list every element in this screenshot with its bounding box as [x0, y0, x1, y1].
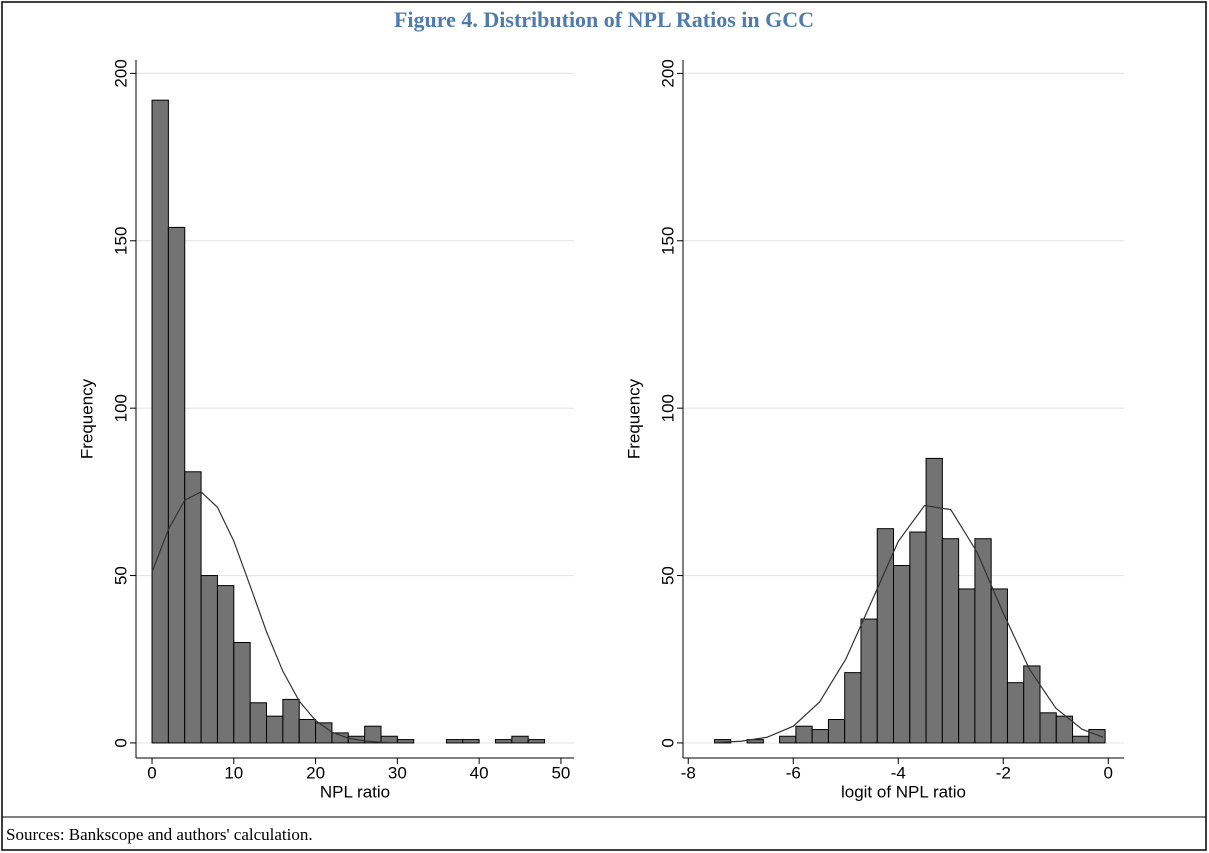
bar — [1023, 665, 1041, 744]
y-axis-title: Frequency — [77, 378, 96, 459]
y-tick-label: 150 — [658, 227, 677, 255]
bar — [1055, 715, 1074, 744]
bar — [249, 702, 268, 744]
bar — [909, 531, 927, 744]
source-note: Sources: Bankscope and authors' calculat… — [6, 825, 313, 844]
bar — [1072, 735, 1090, 744]
bar — [527, 739, 546, 744]
bar — [958, 588, 976, 744]
bar — [216, 585, 235, 744]
bar — [1088, 729, 1106, 744]
bar — [462, 739, 480, 744]
figure-title: Figure 4. Distribution of NPL Ratios in … — [394, 7, 814, 32]
bar — [364, 725, 382, 744]
bar — [167, 226, 186, 744]
bar — [233, 642, 251, 744]
x-tick-label: 0 — [147, 763, 156, 782]
bar — [1006, 682, 1025, 744]
y-tick-label: 50 — [658, 566, 677, 585]
bar — [511, 735, 529, 744]
y-tick-label: 50 — [111, 566, 130, 585]
x-tick-label: 30 — [388, 763, 407, 782]
bar — [827, 719, 846, 744]
y-tick-label: 100 — [658, 394, 677, 422]
normal-curve — [151, 491, 398, 744]
bar — [151, 99, 169, 744]
bar — [925, 457, 943, 744]
bar — [200, 575, 218, 744]
y-tick-label: 150 — [111, 227, 130, 255]
bar — [876, 528, 895, 744]
bar — [266, 715, 284, 744]
x-axis-title: logit of NPL ratio — [841, 782, 966, 801]
bar — [844, 672, 862, 744]
x-tick-label: -2 — [996, 763, 1011, 782]
x-tick-label: -4 — [891, 763, 906, 782]
x-tick-label: -8 — [681, 763, 696, 782]
x-axis-title: NPL ratio — [320, 782, 390, 801]
bar — [445, 739, 464, 744]
x-tick-label: -6 — [786, 763, 801, 782]
y-tick-label: 200 — [658, 59, 677, 87]
bar — [860, 618, 878, 744]
x-tick-label: 10 — [224, 763, 243, 782]
x-tick-label: 50 — [551, 763, 570, 782]
bar — [282, 698, 300, 744]
normal-curve — [714, 504, 1104, 744]
bar — [779, 735, 797, 744]
y-axis-title: Frequency — [624, 378, 643, 459]
bar — [974, 538, 992, 744]
bar — [811, 729, 829, 744]
y-tick-label: 100 — [111, 394, 130, 422]
bar — [184, 471, 202, 744]
y-tick-label: 0 — [111, 738, 130, 747]
bar — [298, 719, 317, 744]
x-tick-label: 0 — [1104, 763, 1113, 782]
bar — [795, 725, 813, 744]
bar — [1039, 712, 1057, 744]
bar — [494, 739, 513, 744]
bar — [990, 588, 1008, 744]
y-tick-label: 200 — [111, 59, 130, 87]
bar — [893, 565, 911, 744]
x-tick-label: 40 — [470, 763, 489, 782]
y-tick-label: 0 — [658, 738, 677, 747]
x-tick-label: 20 — [306, 763, 325, 782]
bar — [941, 538, 960, 744]
bar — [396, 739, 415, 744]
